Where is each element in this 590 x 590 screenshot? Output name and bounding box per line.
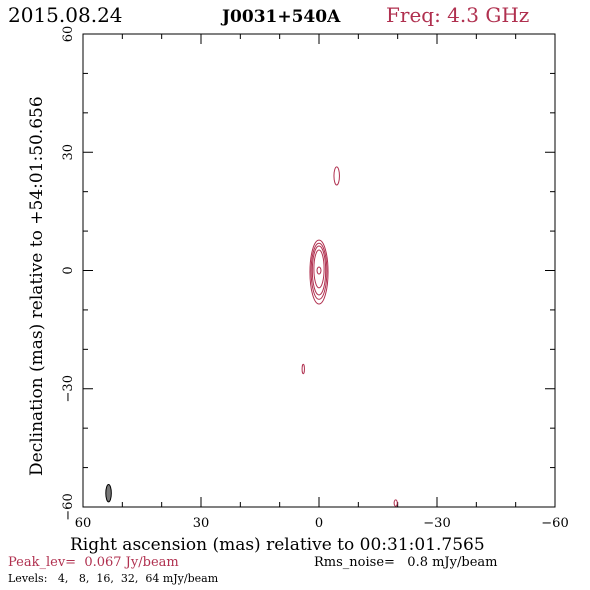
y-tick-label: −30 <box>61 375 76 402</box>
y-tick-label: −60 <box>61 493 76 520</box>
peak-level: Peak_lev= 0.067 Jy/beam <box>8 555 179 570</box>
contour-levels: Levels: 4, 8, 16, 32, 64 mJy/beam <box>8 572 219 585</box>
axis-tick-labels: 60 30 0 −30 −60 −60 −30 0 30 60 <box>61 26 569 531</box>
restoring-beam <box>105 484 112 503</box>
plot-frame <box>82 33 556 508</box>
rms-noise: Rms_noise= 0.8 mJy/beam <box>314 555 497 570</box>
y-tick-label: 60 <box>61 26 76 43</box>
contour-level-4 <box>393 499 398 507</box>
y-tick-label: 0 <box>61 266 76 274</box>
contour-level-4 <box>333 166 340 186</box>
x-tick-label: 30 <box>193 516 210 531</box>
source-component <box>333 166 340 186</box>
y-axis-label: Declination (mas) relative to +54:01:50.… <box>27 96 47 476</box>
x-tick-label: −60 <box>541 516 568 531</box>
frequency-label: Freq: 4.3 GHz <box>386 3 529 27</box>
y-tick-label: 30 <box>61 144 76 161</box>
source-name: J0031+540A <box>220 7 341 27</box>
contour-level-4 <box>309 239 329 305</box>
contour-level-64 <box>316 266 322 275</box>
contour-level-8 <box>310 242 328 300</box>
x-axis-label: Right ascension (mas) relative to 00:31:… <box>70 535 485 555</box>
beam-ellipse <box>105 484 112 503</box>
observation-date: 2015.08.24 <box>8 3 123 27</box>
contour-components <box>301 166 398 507</box>
x-tick-label: −30 <box>423 516 450 531</box>
x-tick-label: 60 <box>75 516 92 531</box>
axis-ticks <box>82 33 556 508</box>
source-component <box>309 239 329 305</box>
contour-level-16 <box>311 245 327 296</box>
x-tick-label: 0 <box>315 516 323 531</box>
source-component <box>393 499 398 507</box>
source-component <box>301 363 305 375</box>
contour-level-4 <box>301 363 305 375</box>
contour-level-32 <box>313 249 325 289</box>
